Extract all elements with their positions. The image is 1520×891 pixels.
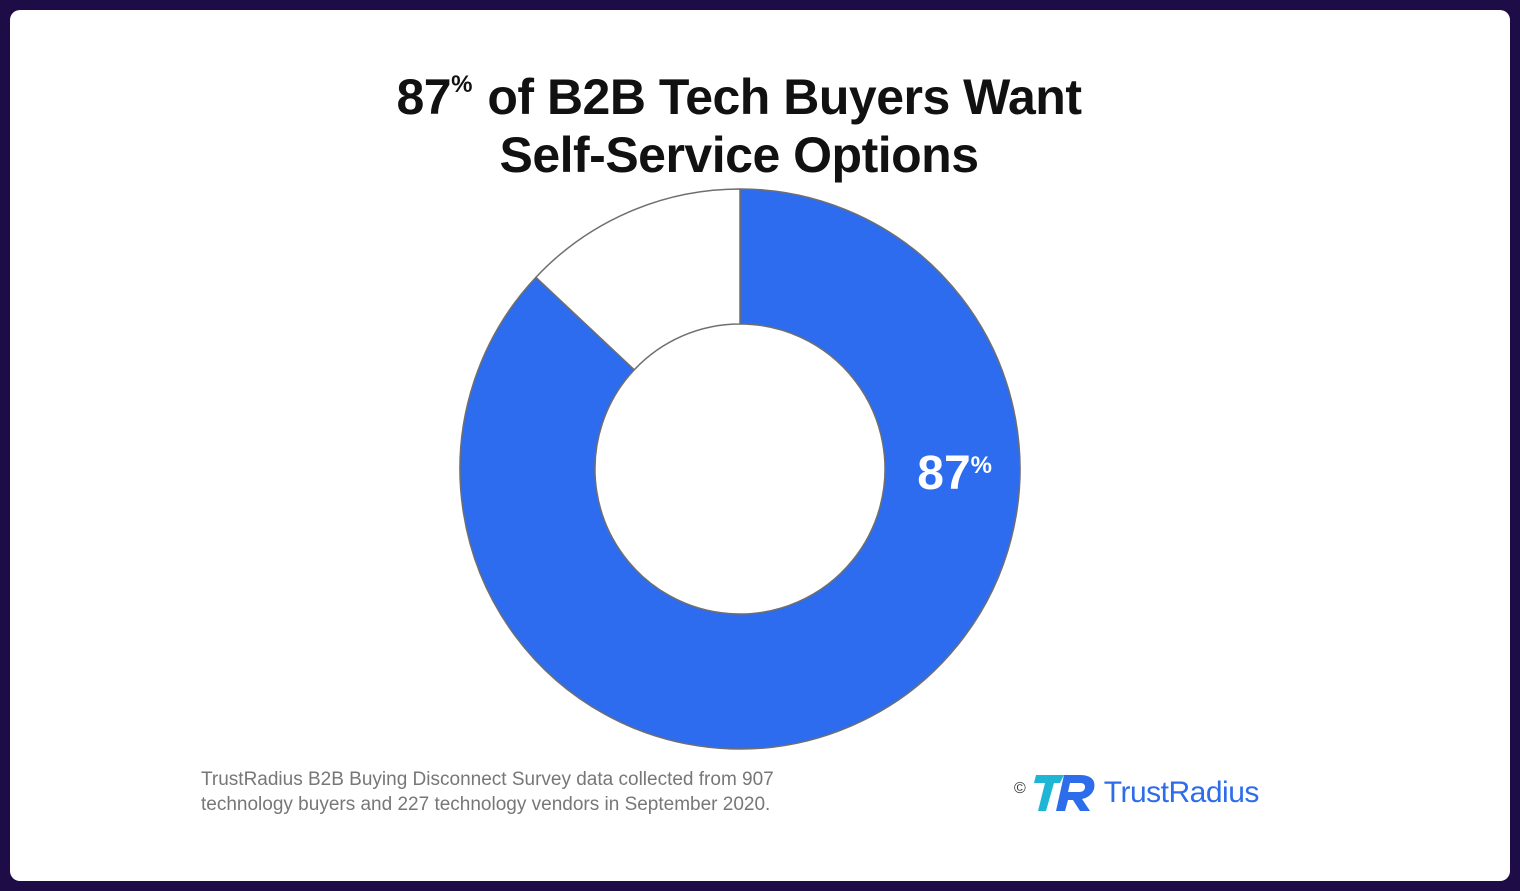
donut-slices bbox=[459, 188, 1021, 750]
donut-slice-1 bbox=[459, 188, 1021, 750]
donut-slice-2 bbox=[535, 188, 741, 371]
brand-name: TrustRadius bbox=[1103, 776, 1260, 809]
footnote-line-1: TrustRadius B2B Buying Disconnect Survey… bbox=[201, 769, 774, 790]
chart-card: 87% of B2B Tech Buyers Want Self-Service… bbox=[10, 10, 1510, 881]
title-line-1: 87% of B2B Tech Buyers Want bbox=[10, 56, 1468, 126]
slice-label-87: 87% bbox=[917, 447, 992, 500]
chart-title: 87% of B2B Tech Buyers Want Self-Service… bbox=[10, 56, 1468, 184]
title-line-1-text: of B2B Tech Buyers Want bbox=[487, 69, 1082, 125]
slice-label-symbol: % bbox=[971, 452, 992, 479]
trustradius-logo-icon bbox=[1033, 775, 1095, 811]
footnote-line-2: technology buyers and 227 technology ven… bbox=[201, 794, 771, 815]
title-percent-symbol: % bbox=[451, 71, 472, 98]
title-line-2: Self-Service Options bbox=[499, 127, 979, 183]
copyright-symbol: © bbox=[1014, 780, 1026, 797]
brand-logo: © TrustRadius bbox=[1014, 768, 1259, 818]
slice-label-number: 87 bbox=[917, 447, 970, 500]
title-percent-number: 87 bbox=[396, 69, 452, 125]
source-footnote: TrustRadius B2B Buying Disconnect Survey… bbox=[201, 767, 774, 817]
donut-chart: 87% bbox=[459, 188, 1021, 750]
